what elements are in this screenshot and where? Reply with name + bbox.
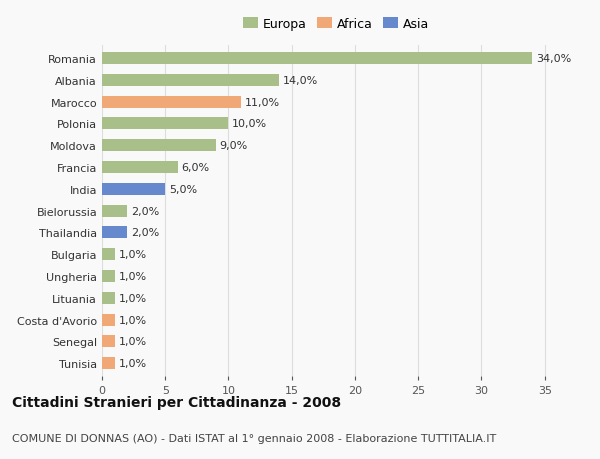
Text: COMUNE DI DONNAS (AO) - Dati ISTAT al 1° gennaio 2008 - Elaborazione TUTTITALIA.: COMUNE DI DONNAS (AO) - Dati ISTAT al 1°…: [12, 433, 496, 442]
Text: 5,0%: 5,0%: [169, 185, 197, 195]
Text: 11,0%: 11,0%: [245, 97, 280, 107]
Bar: [102, 314, 115, 326]
Text: 1,0%: 1,0%: [118, 293, 146, 303]
Text: 2,0%: 2,0%: [131, 206, 160, 216]
Bar: [102, 118, 229, 130]
Bar: [102, 140, 216, 152]
Bar: [102, 249, 115, 261]
Bar: [102, 53, 532, 65]
Text: 1,0%: 1,0%: [118, 315, 146, 325]
Text: 14,0%: 14,0%: [283, 76, 318, 86]
Text: 10,0%: 10,0%: [232, 119, 268, 129]
Text: 1,0%: 1,0%: [118, 250, 146, 260]
Bar: [102, 336, 115, 347]
Bar: [102, 205, 127, 217]
Bar: [102, 292, 115, 304]
Bar: [102, 184, 165, 196]
Text: 2,0%: 2,0%: [131, 228, 160, 238]
Legend: Europa, Africa, Asia: Europa, Africa, Asia: [241, 15, 431, 33]
Text: 34,0%: 34,0%: [536, 54, 571, 64]
Bar: [102, 96, 241, 108]
Bar: [102, 270, 115, 282]
Bar: [102, 162, 178, 174]
Text: 1,0%: 1,0%: [118, 271, 146, 281]
Text: 6,0%: 6,0%: [182, 162, 210, 173]
Text: 1,0%: 1,0%: [118, 358, 146, 368]
Bar: [102, 75, 279, 87]
Bar: [102, 358, 115, 369]
Text: Cittadini Stranieri per Cittadinanza - 2008: Cittadini Stranieri per Cittadinanza - 2…: [12, 395, 341, 409]
Text: 1,0%: 1,0%: [118, 336, 146, 347]
Text: 9,0%: 9,0%: [220, 141, 248, 151]
Bar: [102, 227, 127, 239]
